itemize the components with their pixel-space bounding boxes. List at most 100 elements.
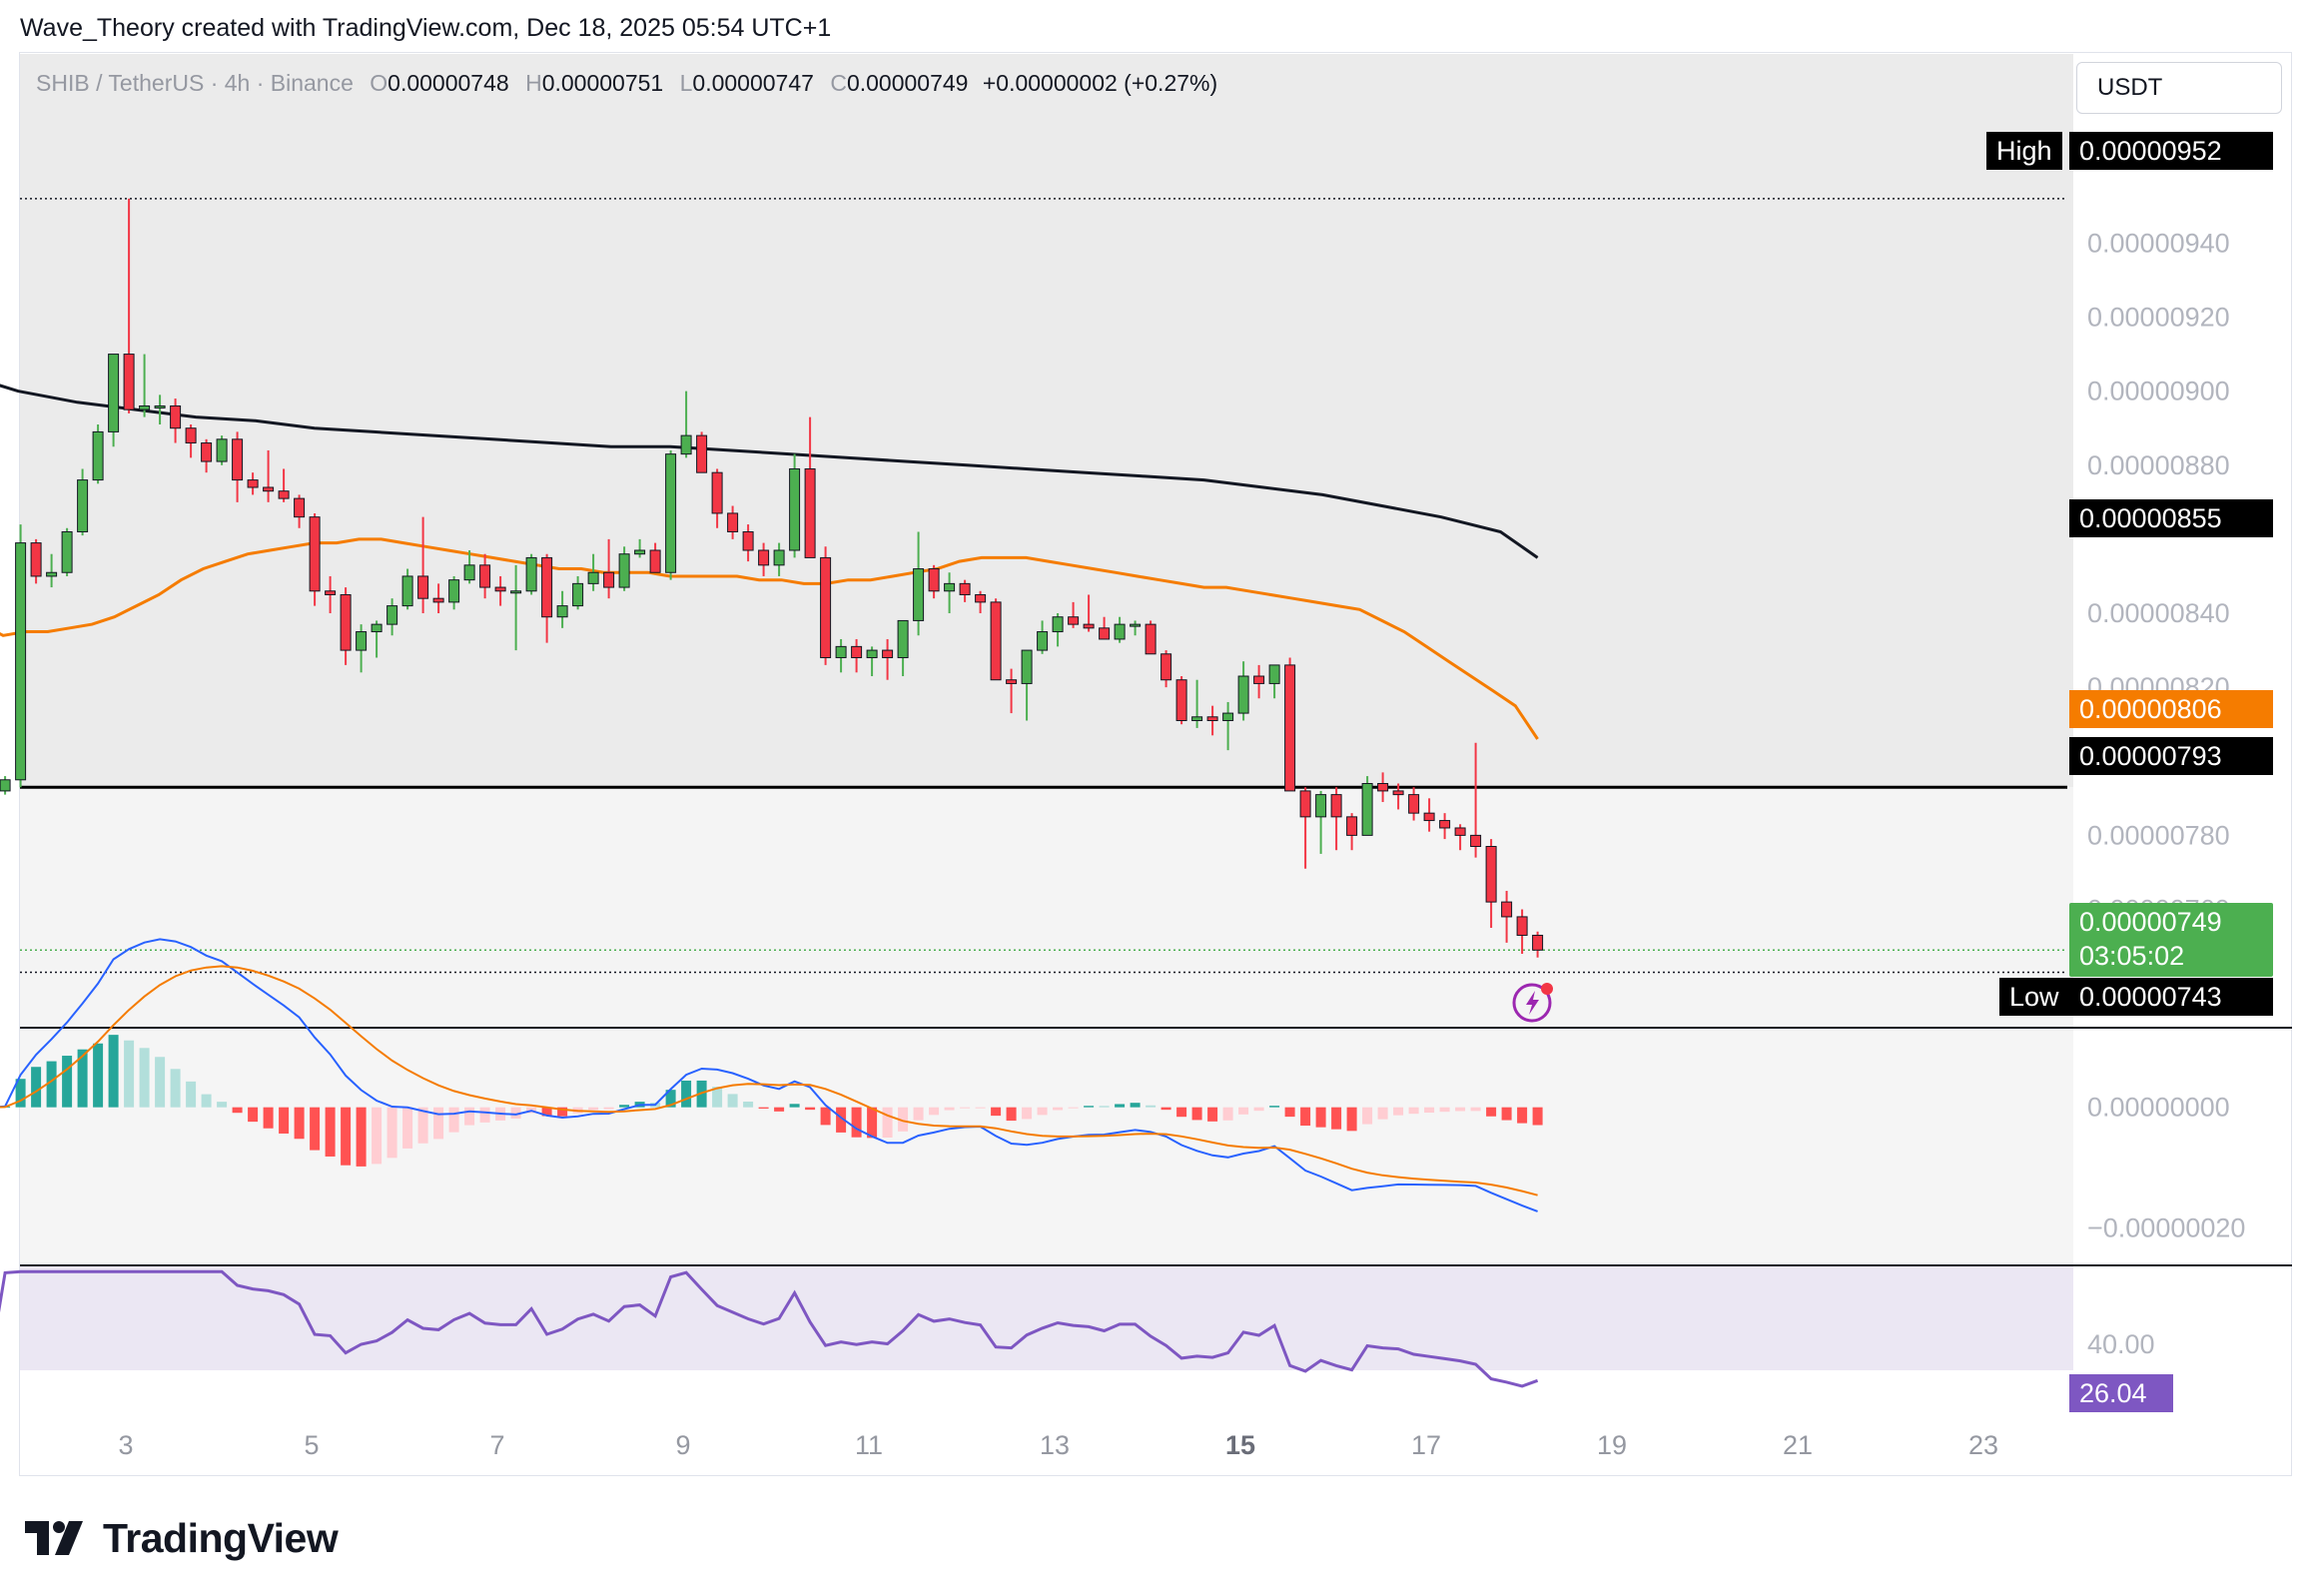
candle-body[interactable] [1021, 649, 1033, 684]
candle-body[interactable] [1392, 790, 1404, 796]
candle-body[interactable] [1191, 716, 1203, 721]
candle-body[interactable] [773, 549, 785, 566]
candle-body[interactable] [1439, 820, 1451, 829]
candle-body[interactable] [1206, 716, 1218, 721]
candle-body[interactable] [1516, 916, 1528, 936]
candle-body[interactable] [1361, 783, 1373, 836]
candle-body[interactable] [1145, 623, 1156, 655]
candle-body[interactable] [185, 427, 197, 444]
candle-body[interactable] [572, 582, 584, 607]
candle-body[interactable] [232, 438, 244, 481]
candle-body[interactable] [247, 479, 259, 488]
candle-body[interactable] [356, 631, 368, 651]
candle-body[interactable] [494, 586, 506, 592]
candle-body[interactable] [1237, 675, 1249, 714]
candle-body[interactable] [432, 597, 444, 603]
candle-body[interactable] [309, 516, 321, 592]
candle-body[interactable] [139, 404, 151, 410]
candle-body[interactable] [851, 645, 863, 658]
candle-body[interactable] [1346, 816, 1358, 836]
candle-body[interactable] [1423, 812, 1435, 822]
candle-body[interactable] [1330, 794, 1342, 818]
tradingview-footer[interactable]: TradingView [25, 1513, 339, 1563]
candle-body[interactable] [913, 568, 925, 621]
currency-button[interactable]: USDT [2076, 62, 2282, 114]
candle-body[interactable] [1052, 616, 1064, 633]
candle-body[interactable] [463, 564, 475, 581]
candle-body[interactable] [525, 556, 537, 592]
candle-body[interactable] [634, 549, 646, 555]
lightning-alert-icon[interactable] [1512, 980, 1556, 1024]
candle-body[interactable] [1284, 664, 1296, 792]
candle-body[interactable] [479, 564, 491, 588]
candle-body[interactable] [618, 553, 630, 588]
candle-body[interactable] [401, 575, 413, 607]
candle-body[interactable] [944, 582, 956, 592]
candle-body[interactable] [820, 556, 832, 658]
candle-body[interactable] [727, 512, 739, 532]
candle-body[interactable] [975, 593, 987, 603]
candle-body[interactable] [170, 404, 182, 429]
candle-body[interactable] [294, 497, 306, 518]
candle-body[interactable] [92, 430, 104, 481]
candle-body[interactable] [1485, 846, 1497, 903]
candle-body[interactable] [649, 549, 661, 573]
candle-body[interactable] [1408, 794, 1420, 814]
candle-body[interactable] [990, 601, 1002, 681]
candle-body[interactable] [587, 571, 599, 584]
candle-body[interactable] [201, 442, 213, 462]
candle-body[interactable] [1068, 616, 1080, 625]
candle-body[interactable] [154, 404, 166, 408]
candle-body[interactable] [371, 623, 383, 633]
candle-body[interactable] [665, 453, 677, 573]
candle-body[interactable] [1501, 901, 1513, 918]
candle-body[interactable] [804, 467, 816, 558]
candle-body[interactable] [758, 549, 770, 566]
candle-body[interactable] [603, 571, 615, 588]
candle-body[interactable] [61, 530, 73, 573]
candle-body[interactable] [340, 593, 352, 651]
candle-body[interactable] [1253, 675, 1265, 684]
symbol-label[interactable]: SHIB / TetherUS · 4h · Binance [36, 70, 354, 96]
candle-body[interactable] [897, 619, 909, 658]
candle-body[interactable] [541, 556, 553, 618]
candle-body[interactable] [1037, 631, 1049, 651]
candle-body[interactable] [46, 571, 58, 577]
candle-body[interactable] [278, 490, 290, 499]
candle-body[interactable] [1130, 623, 1142, 627]
candle-body[interactable] [1268, 664, 1280, 684]
candle-body[interactable] [928, 568, 940, 592]
candle-body[interactable] [680, 434, 692, 455]
candle-body[interactable] [866, 649, 878, 658]
candle-body[interactable] [835, 645, 847, 658]
candle-body[interactable] [1377, 783, 1389, 792]
candle-body[interactable] [1299, 790, 1311, 818]
candle-body[interactable] [1532, 934, 1544, 951]
candle-body[interactable] [1454, 827, 1466, 836]
candle-body[interactable] [123, 354, 135, 410]
candle-body[interactable] [1099, 627, 1111, 640]
candle-body[interactable] [0, 779, 11, 792]
candle-body[interactable] [1083, 623, 1095, 629]
candle-body[interactable] [742, 530, 754, 551]
candle-body[interactable] [1006, 679, 1018, 684]
candle-body[interactable] [556, 605, 568, 618]
candle-body[interactable] [510, 590, 522, 594]
candle-body[interactable] [386, 605, 398, 625]
candle-body[interactable] [417, 575, 429, 599]
candle-body[interactable] [263, 486, 275, 492]
candle-body[interactable] [108, 354, 120, 432]
candle-body[interactable] [959, 582, 971, 595]
candle-body[interactable] [325, 590, 337, 595]
candle-body[interactable] [15, 542, 27, 781]
candle-body[interactable] [77, 479, 89, 532]
candle-body[interactable] [711, 471, 723, 514]
candle-body[interactable] [30, 542, 42, 577]
candle-body[interactable] [1315, 794, 1327, 818]
candle-body[interactable] [882, 649, 894, 658]
candle-body[interactable] [696, 434, 708, 473]
candle-body[interactable] [789, 467, 801, 551]
candle-body[interactable] [448, 579, 460, 603]
candle-body[interactable] [1470, 834, 1482, 848]
